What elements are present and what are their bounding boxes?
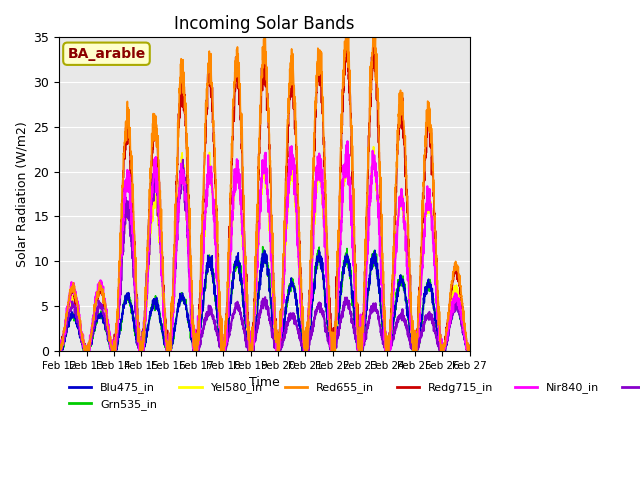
Text: BA_arable: BA_arable (67, 47, 146, 61)
Y-axis label: Solar Radiation (W/m2): Solar Radiation (W/m2) (15, 121, 28, 267)
Title: Incoming Solar Bands: Incoming Solar Bands (174, 15, 355, 33)
X-axis label: Time: Time (249, 376, 280, 389)
Legend: Blu475_in, Grn535_in, Yel580_in, Red655_in, Redg715_in, Nir840_in, Nir945_in: Blu475_in, Grn535_in, Yel580_in, Red655_… (65, 378, 640, 414)
